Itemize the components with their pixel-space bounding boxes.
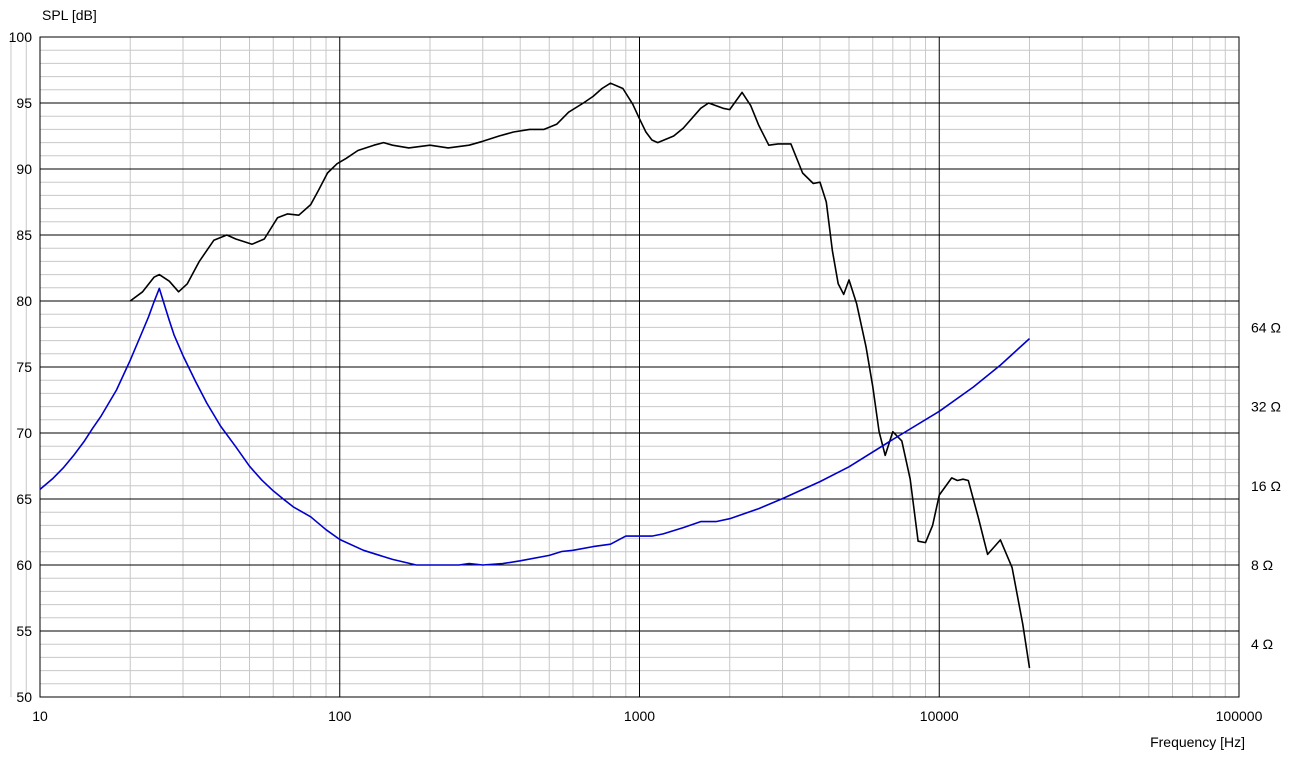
x-tick-label: 10000: [920, 708, 959, 724]
y2-tick-labels: 4 Ω 8 Ω 16 Ω 32 Ω 64 Ω: [1251, 319, 1281, 652]
y-tick-label: 100: [9, 29, 33, 45]
y-tick-label: 80: [16, 293, 32, 309]
y2-tick-label: 8 Ω: [1251, 557, 1273, 573]
x-tick-labels: 10 100 1000 10000 100000: [32, 708, 1262, 724]
y2-tick-label: 16 Ω: [1251, 478, 1281, 494]
y-tick-label: 60: [16, 557, 32, 573]
y2-tick-label: 64 Ω: [1251, 319, 1281, 335]
plot-border: [39, 36, 1240, 698]
x-tick-label: 100000: [1216, 708, 1263, 724]
impedance-curve: [39, 287, 1031, 566]
spl-curve: [129, 82, 1031, 669]
x-axis-label: Frequency [Hz]: [1150, 734, 1245, 750]
y2-tick-label: 4 Ω: [1251, 636, 1273, 652]
y-axis-label: SPL [dB]: [42, 7, 97, 23]
y-tick-label: 50: [16, 689, 32, 705]
y2-tick-label: 32 Ω: [1251, 399, 1281, 415]
y-tick-label: 70: [16, 425, 32, 441]
y-tick-label: 55: [16, 623, 32, 639]
y-tick-label: 90: [16, 161, 32, 177]
series-layer: [39, 82, 1031, 669]
y-tick-label: 85: [16, 227, 32, 243]
y-tick-label: 65: [16, 491, 32, 507]
y-tick-label: 75: [16, 359, 32, 375]
x-tick-label: 1000: [624, 708, 655, 724]
y-tick-label: 95: [16, 95, 32, 111]
x-tick-label: 100: [328, 708, 352, 724]
y-tick-labels: 50 55 60 65 70 75 80 85 90 95 100: [9, 29, 33, 705]
x-tick-label: 10: [32, 708, 48, 724]
